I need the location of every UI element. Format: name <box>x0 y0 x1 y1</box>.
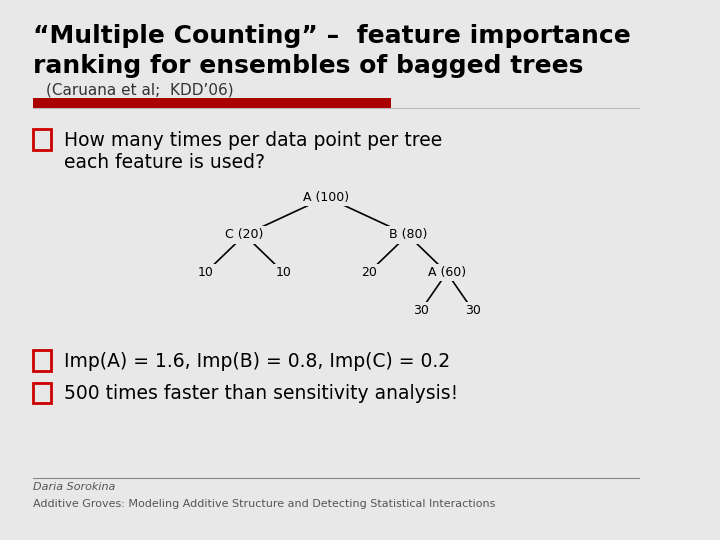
Text: 30: 30 <box>465 304 481 317</box>
Text: ranking for ensembles of bagged trees: ranking for ensembles of bagged trees <box>32 54 583 78</box>
Text: 20: 20 <box>361 266 377 279</box>
Text: 10: 10 <box>197 266 213 279</box>
Text: Imp(A) = 1.6, Imp(B) = 0.8, Imp(C) = 0.2: Imp(A) = 1.6, Imp(B) = 0.8, Imp(C) = 0.2 <box>64 352 450 371</box>
Text: (Caruana et al;  KDD’06): (Caruana et al; KDD’06) <box>45 82 233 97</box>
Text: 30: 30 <box>413 304 428 317</box>
Text: A (100): A (100) <box>303 191 349 204</box>
Text: C (20): C (20) <box>225 228 264 241</box>
Text: each feature is used?: each feature is used? <box>64 153 265 172</box>
Text: How many times per data point per tree: How many times per data point per tree <box>64 131 442 150</box>
FancyBboxPatch shape <box>32 98 392 108</box>
Text: 10: 10 <box>276 266 292 279</box>
Text: “Multiple Counting” –  feature importance: “Multiple Counting” – feature importance <box>32 24 631 48</box>
Text: B (80): B (80) <box>389 228 427 241</box>
Text: Daria Sorokina: Daria Sorokina <box>32 482 115 492</box>
Text: 500 times faster than sensitivity analysis!: 500 times faster than sensitivity analys… <box>64 384 458 403</box>
Text: Additive Groves: Modeling Additive Structure and Detecting Statistical Interacti: Additive Groves: Modeling Additive Struc… <box>32 499 495 509</box>
Text: A (60): A (60) <box>428 266 466 279</box>
